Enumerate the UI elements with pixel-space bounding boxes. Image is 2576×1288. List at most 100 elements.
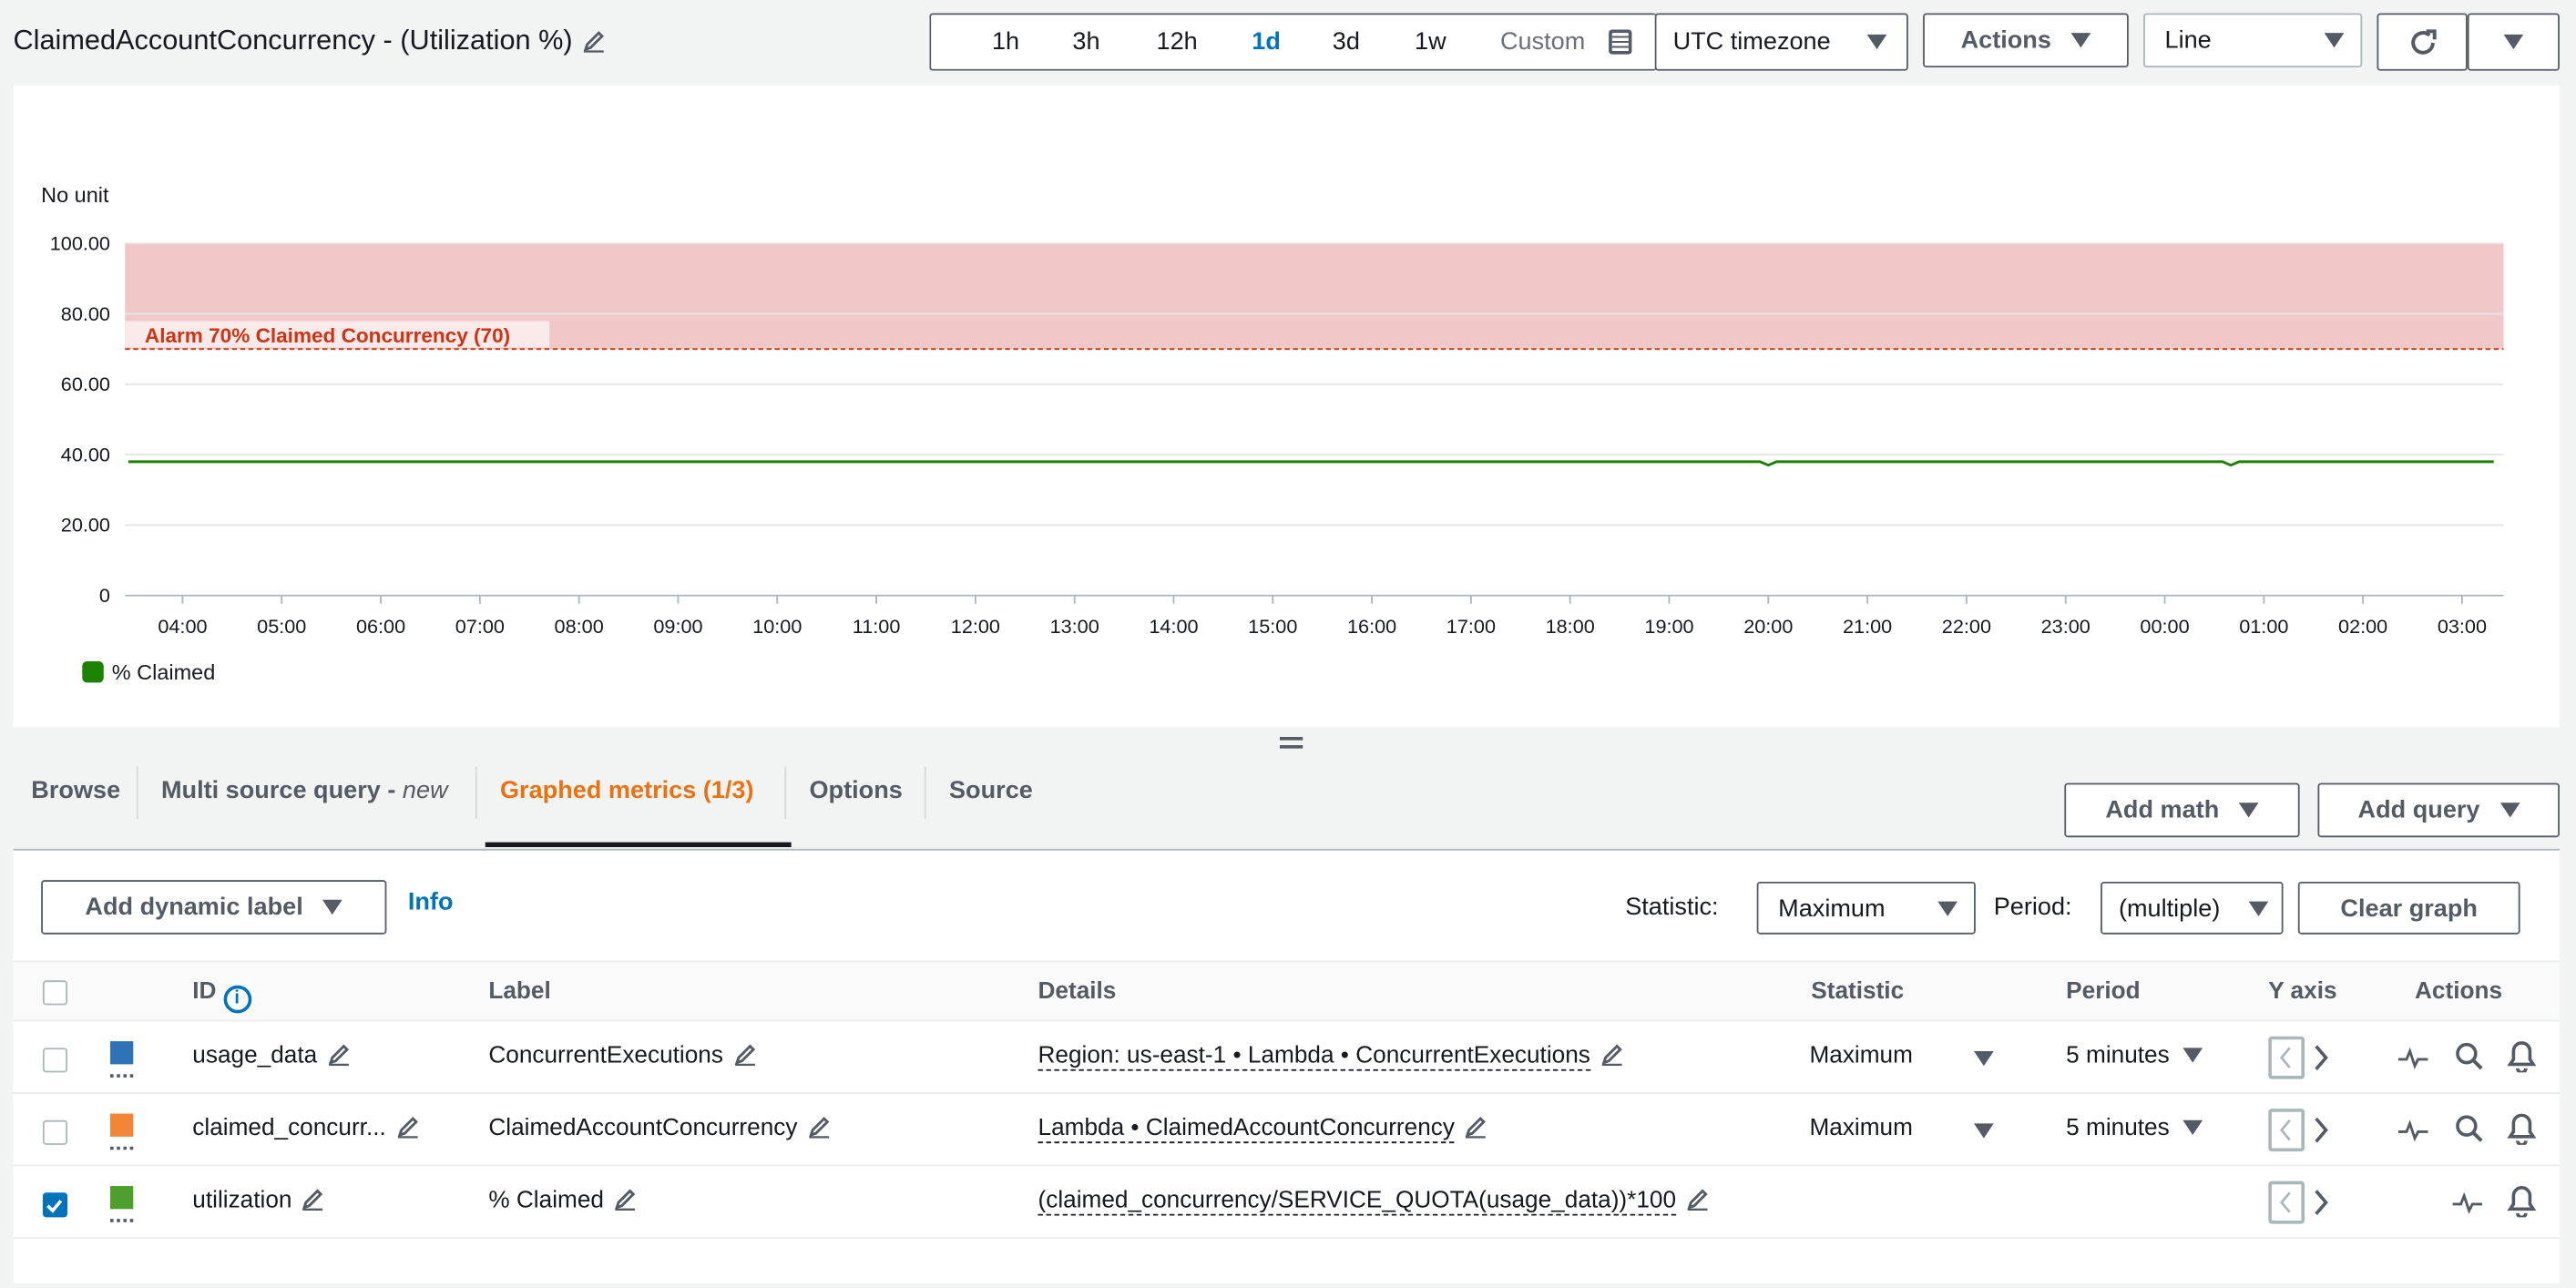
chevron-down-icon [2070,33,2091,48]
chevron-down-icon [2503,34,2524,50]
graph-icon[interactable] [2452,1190,2483,1216]
x-tick-label: 07:00 [455,615,505,638]
tab-multi-source-query[interactable]: Multi source query - new [160,776,448,805]
x-tick-label: 16:00 [1347,615,1396,638]
calendar-icon[interactable] [1609,29,1632,55]
chevron-down-icon [2238,802,2259,818]
y-axis-right-button[interactable] [2309,1184,2332,1221]
add-dynamic-label-button[interactable]: Add dynamic label [41,880,387,935]
row-checkbox[interactable] [42,1048,68,1073]
color-swatch[interactable] [109,1113,134,1137]
legend-label[interactable]: % Claimed [112,660,215,684]
statistic-select[interactable]: Maximum [1756,881,1976,935]
chart-type-select[interactable]: Line [2143,13,2363,68]
range-1h[interactable]: 1h [991,27,1020,56]
more-icon[interactable] [109,1219,134,1222]
timezone-select[interactable]: UTC timezone [1654,13,1908,71]
edit-icon[interactable] [733,1043,756,1066]
x-tick-label: 15:00 [1248,615,1297,638]
row-details: (claimed_concurrency/SERVICE_QUOTA(usage… [1038,1187,1710,1216]
row-id: usage_data [192,1043,350,1069]
edit-icon[interactable] [1465,1115,1487,1138]
refresh-button[interactable] [2377,13,2468,71]
row-period-select[interactable]: 5 minutes [2066,1115,2203,1141]
x-tick-label: 17:00 [1446,615,1496,638]
table-header: ID i Label Details Statistic Period Y ax… [13,960,2560,1022]
graph-icon[interactable] [2397,1117,2428,1143]
row-label: % Claimed [488,1188,637,1214]
actions-button[interactable]: Actions [1923,13,2129,68]
info-link[interactable]: Info [407,888,454,916]
chevron-down-icon [1937,900,1958,915]
chevron-down-icon [2182,1048,2203,1063]
row-checkbox[interactable] [42,1119,68,1145]
edit-icon[interactable] [807,1115,830,1138]
x-tick-label: 11:00 [853,615,901,638]
range-custom[interactable]: Custom [1499,27,1586,56]
col-label: Label [488,978,551,1006]
range-1w[interactable]: 1w [1415,27,1446,56]
info-icon[interactable]: i [222,985,251,1014]
y-axis-left-button[interactable] [2268,1181,2305,1224]
range-1d[interactable]: 1d [1252,27,1281,56]
tab-divider [475,766,477,820]
add-query-button[interactable]: Add query [2317,782,2560,838]
alarm-label: Alarm 70% Claimed Concurrency (70) [145,324,510,347]
x-tick-label: 13:00 [1050,615,1099,638]
period-select[interactable]: (multiple) [2101,881,2284,935]
edit-icon[interactable] [1600,1043,1623,1066]
color-swatch[interactable] [109,1041,134,1065]
tab-options[interactable]: Options [809,776,903,805]
bell-icon[interactable] [2507,1039,2537,1073]
more-icon[interactable] [109,1074,134,1078]
y-tick-label: 60.00 [61,373,110,395]
y-tick-label: 20.00 [61,514,110,537]
y-axis-left-button[interactable] [2268,1109,2305,1152]
color-swatch[interactable] [109,1186,134,1210]
row-statistic-select[interactable]: Maximum [1809,1043,1994,1069]
clear-graph-button[interactable]: Clear graph [2297,881,2520,935]
add-math-button[interactable]: Add math [2064,782,2300,838]
graph-icon[interactable] [2397,1045,2428,1071]
metrics-panel: Add dynamic label Info Statistic: Maximu… [13,848,2560,1283]
range-12h[interactable]: 12h [1156,27,1198,56]
bell-icon[interactable] [2507,1112,2537,1145]
edit-title-icon[interactable] [583,30,606,53]
col-details: Details [1038,978,1117,1006]
y-axis-left-button[interactable] [2268,1036,2305,1079]
tab-browse[interactable]: Browse [31,776,121,805]
y-axis-right-button[interactable] [2309,1039,2332,1076]
col-period: Period [2066,978,2141,1006]
y-axis-right-button[interactable] [2309,1112,2332,1149]
search-icon[interactable] [2454,1114,2484,1144]
row-checkbox[interactable] [42,1192,68,1218]
search-icon[interactable] [2454,1041,2484,1071]
row-period-select[interactable]: 5 minutes [2066,1043,2203,1069]
table-row: usage_data ConcurrentExecutions Region: … [13,1021,2560,1094]
edit-icon[interactable] [396,1115,419,1138]
x-tick-label: 19:00 [1644,615,1693,638]
tab-source[interactable]: Source [948,776,1033,805]
resize-handle[interactable] [1279,737,1303,749]
more-icon[interactable] [109,1146,134,1150]
chevron-left-icon [2279,1191,2291,1213]
y-tick-label: 40.00 [61,443,110,465]
tab-graphed-metrics[interactable]: Graphed metrics (1/3) [499,776,754,805]
range-3h[interactable]: 3h [1072,27,1100,56]
bell-icon[interactable] [2507,1184,2537,1218]
page-title: ClaimedAccountConcurrency - (Utilization… [13,25,605,57]
select-all-checkbox[interactable] [42,980,68,1006]
x-tick-label: 10:00 [752,615,802,638]
row-statistic-select[interactable]: Maximum [1809,1115,1994,1141]
edit-icon[interactable] [302,1188,324,1211]
y-tick-label: 100.00 [50,231,110,254]
x-tick-label: 23:00 [2041,615,2090,638]
range-3d[interactable]: 3d [1332,27,1360,56]
x-tick-label: 08:00 [555,615,604,638]
edit-icon[interactable] [327,1043,350,1066]
col-id: ID i [192,978,251,1014]
chevron-down-icon [2324,33,2345,48]
edit-icon[interactable] [614,1188,637,1211]
refresh-options-button[interactable] [2467,13,2560,71]
edit-icon[interactable] [1686,1188,1709,1211]
